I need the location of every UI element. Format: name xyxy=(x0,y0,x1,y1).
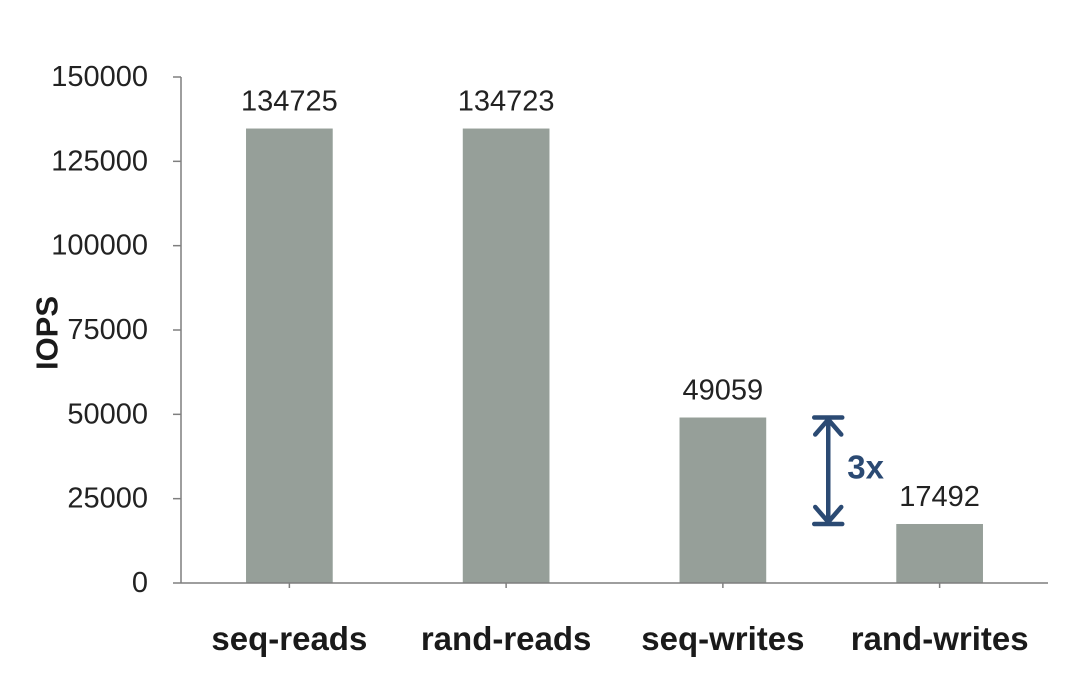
y-tick-label: 50000 xyxy=(67,398,148,430)
data-label-seq-reads: 134725 xyxy=(241,86,338,118)
x-tick-label-rand-reads: rand-reads xyxy=(421,620,592,657)
y-tick-label: 100000 xyxy=(51,230,148,262)
x-tick-label-seq-writes: seq-writes xyxy=(641,620,804,657)
data-label-seq-writes: 49059 xyxy=(683,375,764,407)
y-tick-label: 0 xyxy=(132,567,148,599)
bar-rand-reads xyxy=(462,128,550,583)
bars xyxy=(246,128,983,584)
y-tick-label: 75000 xyxy=(67,314,148,346)
x-axis: seq-reads rand-reads seq-writes rand-writes xyxy=(181,582,1048,657)
x-tick-label-rand-writes: rand-writes xyxy=(851,620,1029,657)
ratio-annotation-label: 3x xyxy=(847,448,884,485)
x-tick-label-seq-reads: seq-reads xyxy=(211,620,367,657)
y-axis-label: IOPS xyxy=(30,296,65,370)
ratio-double-arrow xyxy=(812,415,845,527)
y-tick-label: 125000 xyxy=(51,145,148,177)
data-labels: 134725 134723 49059 17492 xyxy=(241,86,980,513)
bar-rand-writes xyxy=(896,523,983,583)
bar-seq-writes xyxy=(679,417,767,583)
data-label-rand-writes: 17492 xyxy=(899,481,980,513)
bar-seq-reads xyxy=(246,128,333,584)
y-axis: 0 25000 50000 75000 100000 125000 150000 xyxy=(51,61,182,599)
y-tick-label: 150000 xyxy=(51,61,148,93)
ratio-annotation: 3x xyxy=(812,415,885,527)
data-label-rand-reads: 134723 xyxy=(458,86,555,118)
y-tick-label: 25000 xyxy=(67,483,148,515)
